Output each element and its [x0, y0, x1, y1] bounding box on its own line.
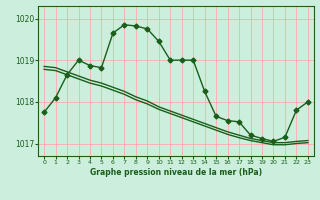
X-axis label: Graphe pression niveau de la mer (hPa): Graphe pression niveau de la mer (hPa)	[90, 168, 262, 177]
